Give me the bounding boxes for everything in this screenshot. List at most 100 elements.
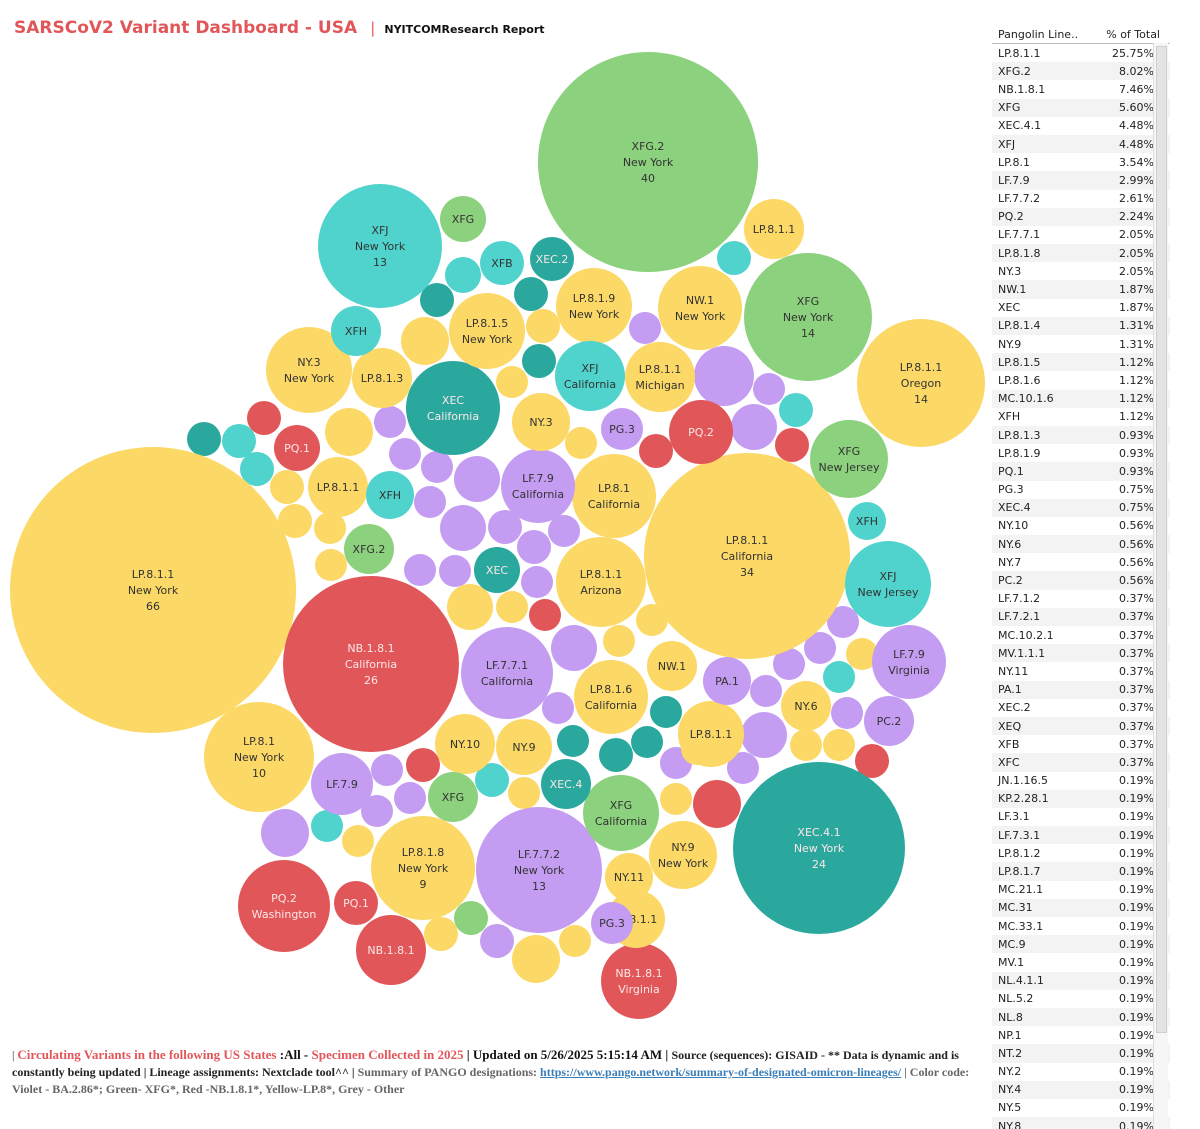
table-row[interactable]: XFJ 4.48% <box>992 134 1170 154</box>
bubble-unlabeled[interactable] <box>526 309 560 343</box>
bubble-xec-2[interactable] <box>530 237 574 281</box>
bubble-unlabeled[interactable] <box>823 661 855 693</box>
bubble-xfg-california[interactable] <box>583 775 659 851</box>
table-row[interactable]: XFC 0.37% <box>992 753 1170 772</box>
bubble-lp-8-1-9-new-york[interactable] <box>556 268 632 344</box>
table-row[interactable]: LF.7.2.1 0.37% <box>992 607 1170 626</box>
table-row[interactable]: NY.7 0.56% <box>992 553 1170 571</box>
table-row[interactable]: LP.8.1 3.54% <box>992 153 1170 171</box>
bubble-unlabeled[interactable] <box>314 512 346 544</box>
bubble-xfh[interactable] <box>366 471 414 519</box>
table-row[interactable]: XEQ 0.37% <box>992 716 1170 736</box>
table-row[interactable]: MC.10.2.1 0.37% <box>992 626 1170 644</box>
bubble-xfj-california[interactable] <box>555 341 625 411</box>
bubble-unlabeled[interactable] <box>565 427 597 459</box>
bubble-unlabeled[interactable] <box>631 726 663 758</box>
bubble-unlabeled[interactable] <box>694 346 754 406</box>
table-row[interactable]: NL.5.2 0.19% <box>992 990 1170 1008</box>
bubble-unlabeled[interactable] <box>517 530 551 564</box>
bubble-lf-7-9-california[interactable] <box>501 449 575 523</box>
bubble-unlabeled[interactable] <box>779 393 813 427</box>
bubble-pq-2[interactable] <box>669 400 733 464</box>
table-row[interactable]: LP.8.1.4 1.31% <box>992 316 1170 335</box>
bubble-unlabeled[interactable] <box>420 283 454 317</box>
bubble-lp-8-1-california[interactable] <box>572 454 656 538</box>
bubble-lp-8-1-1-oregon[interactable] <box>857 319 985 447</box>
bubble-pg-3[interactable] <box>601 408 643 450</box>
bubble-unlabeled[interactable] <box>445 257 481 293</box>
bubble-pq-1[interactable] <box>334 881 378 925</box>
bubble-unlabeled[interactable] <box>551 625 597 671</box>
bubble-nb-1-8-1-virginia[interactable] <box>601 943 677 1019</box>
bubble-xfj-new-jersey[interactable] <box>845 541 931 627</box>
bubble-xfj-new-york[interactable] <box>318 184 442 308</box>
bubble-lp-8-1-1-california[interactable] <box>644 453 850 659</box>
bubble-xfg-2-new-york[interactable] <box>538 52 758 272</box>
table-row[interactable]: XEC.4.1 4.48% <box>992 117 1170 135</box>
table-row[interactable]: MC.33.1 0.19% <box>992 917 1170 935</box>
bubble-unlabeled[interactable] <box>424 917 458 951</box>
bubble-unlabeled[interactable] <box>454 456 500 502</box>
bubble-unlabeled[interactable] <box>480 924 514 958</box>
bubble-pq-1[interactable] <box>274 425 320 471</box>
bubble-unlabeled[interactable] <box>753 373 785 405</box>
bubble-xfh[interactable] <box>848 502 886 540</box>
bubble-lp-8-1-6-california[interactable] <box>574 660 648 734</box>
table-row[interactable]: NY.8 0.19% <box>992 1117 1170 1129</box>
bubble-xec-4-1-new-york[interactable] <box>733 762 905 934</box>
bubble-pg-3[interactable] <box>591 902 633 944</box>
bubble-nw-1-new-york[interactable] <box>658 266 742 350</box>
bubble-unlabeled[interactable] <box>831 697 863 729</box>
bubble-xfg-new-york[interactable] <box>744 253 872 381</box>
pango-link[interactable]: https://www.pango.network/summary-of-des… <box>540 1065 902 1079</box>
table-row[interactable]: XEC 1.87% <box>992 299 1170 317</box>
bubble-lf-7-9-virginia[interactable] <box>872 625 946 699</box>
bubble-unlabeled[interactable] <box>603 625 635 657</box>
bubble-unlabeled[interactable] <box>325 408 373 456</box>
table-row[interactable]: XEC.4 0.75% <box>992 498 1170 517</box>
table-row[interactable]: LF.7.3.1 0.19% <box>992 826 1170 845</box>
table-row[interactable]: MC.21.1 0.19% <box>992 881 1170 899</box>
bubble-unlabeled[interactable] <box>629 312 661 344</box>
bubble-unlabeled[interactable] <box>650 696 682 728</box>
bubble-unlabeled[interactable] <box>315 549 347 581</box>
column-header-percent[interactable]: % of Total <box>1106 28 1160 41</box>
table-row[interactable]: PQ.2 2.24% <box>992 207 1170 226</box>
bubble-unlabeled[interactable] <box>454 901 488 935</box>
table-row[interactable]: MC.9 0.19% <box>992 935 1170 954</box>
scrollbar-thumb[interactable] <box>1156 46 1167 1033</box>
table-row[interactable]: NW.1 1.87% <box>992 280 1170 299</box>
table-row[interactable]: XEC.2 0.37% <box>992 699 1170 717</box>
bubble-xec[interactable] <box>474 547 520 593</box>
bubble-xfg[interactable] <box>440 196 486 242</box>
table-row[interactable]: NP.1 0.19% <box>992 1026 1170 1044</box>
bubble-ny-3[interactable] <box>512 393 570 451</box>
bubble-nb-1-8-1[interactable] <box>356 915 426 985</box>
table-row[interactable]: NT.2 0.19% <box>992 1044 1170 1063</box>
bubble-lp-8-1-5-new-york[interactable] <box>449 293 525 369</box>
bubble-unlabeled[interactable] <box>440 505 486 551</box>
bubble-unlabeled[interactable] <box>394 782 426 814</box>
table-row[interactable]: NY.6 0.56% <box>992 535 1170 554</box>
bubble-unlabeled[interactable] <box>371 754 403 786</box>
bubble-unlabeled[interactable] <box>414 486 446 518</box>
table-row[interactable]: NL.8 0.19% <box>992 1007 1170 1027</box>
table-row[interactable]: NY.4 0.19% <box>992 1080 1170 1099</box>
table-row[interactable]: PG.3 0.75% <box>992 481 1170 499</box>
bubble-unlabeled[interactable] <box>639 434 673 468</box>
bubble-unlabeled[interactable] <box>342 825 374 857</box>
table-row[interactable]: NB.1.8.1 7.46% <box>992 80 1170 98</box>
bubble-unlabeled[interactable] <box>512 935 560 983</box>
table-row[interactable]: XFG 5.60% <box>992 98 1170 117</box>
table-row[interactable]: XFH 1.12% <box>992 408 1170 426</box>
bubble-unlabeled[interactable] <box>827 606 859 638</box>
bubble-ny-6[interactable] <box>781 681 831 731</box>
bubble-lp-8-1-8-new-york[interactable] <box>371 816 475 920</box>
bubble-unlabeled[interactable] <box>750 675 782 707</box>
bubble-pa-1[interactable] <box>703 657 751 705</box>
table-row[interactable]: MC.31 0.19% <box>992 898 1170 917</box>
bubble-nb-1-8-1-california[interactable] <box>283 576 459 752</box>
bubble-lp-8-1-1[interactable] <box>744 199 804 259</box>
bubble-lp-8-1-1[interactable] <box>308 457 368 517</box>
bubble-unlabeled[interactable] <box>529 599 561 631</box>
